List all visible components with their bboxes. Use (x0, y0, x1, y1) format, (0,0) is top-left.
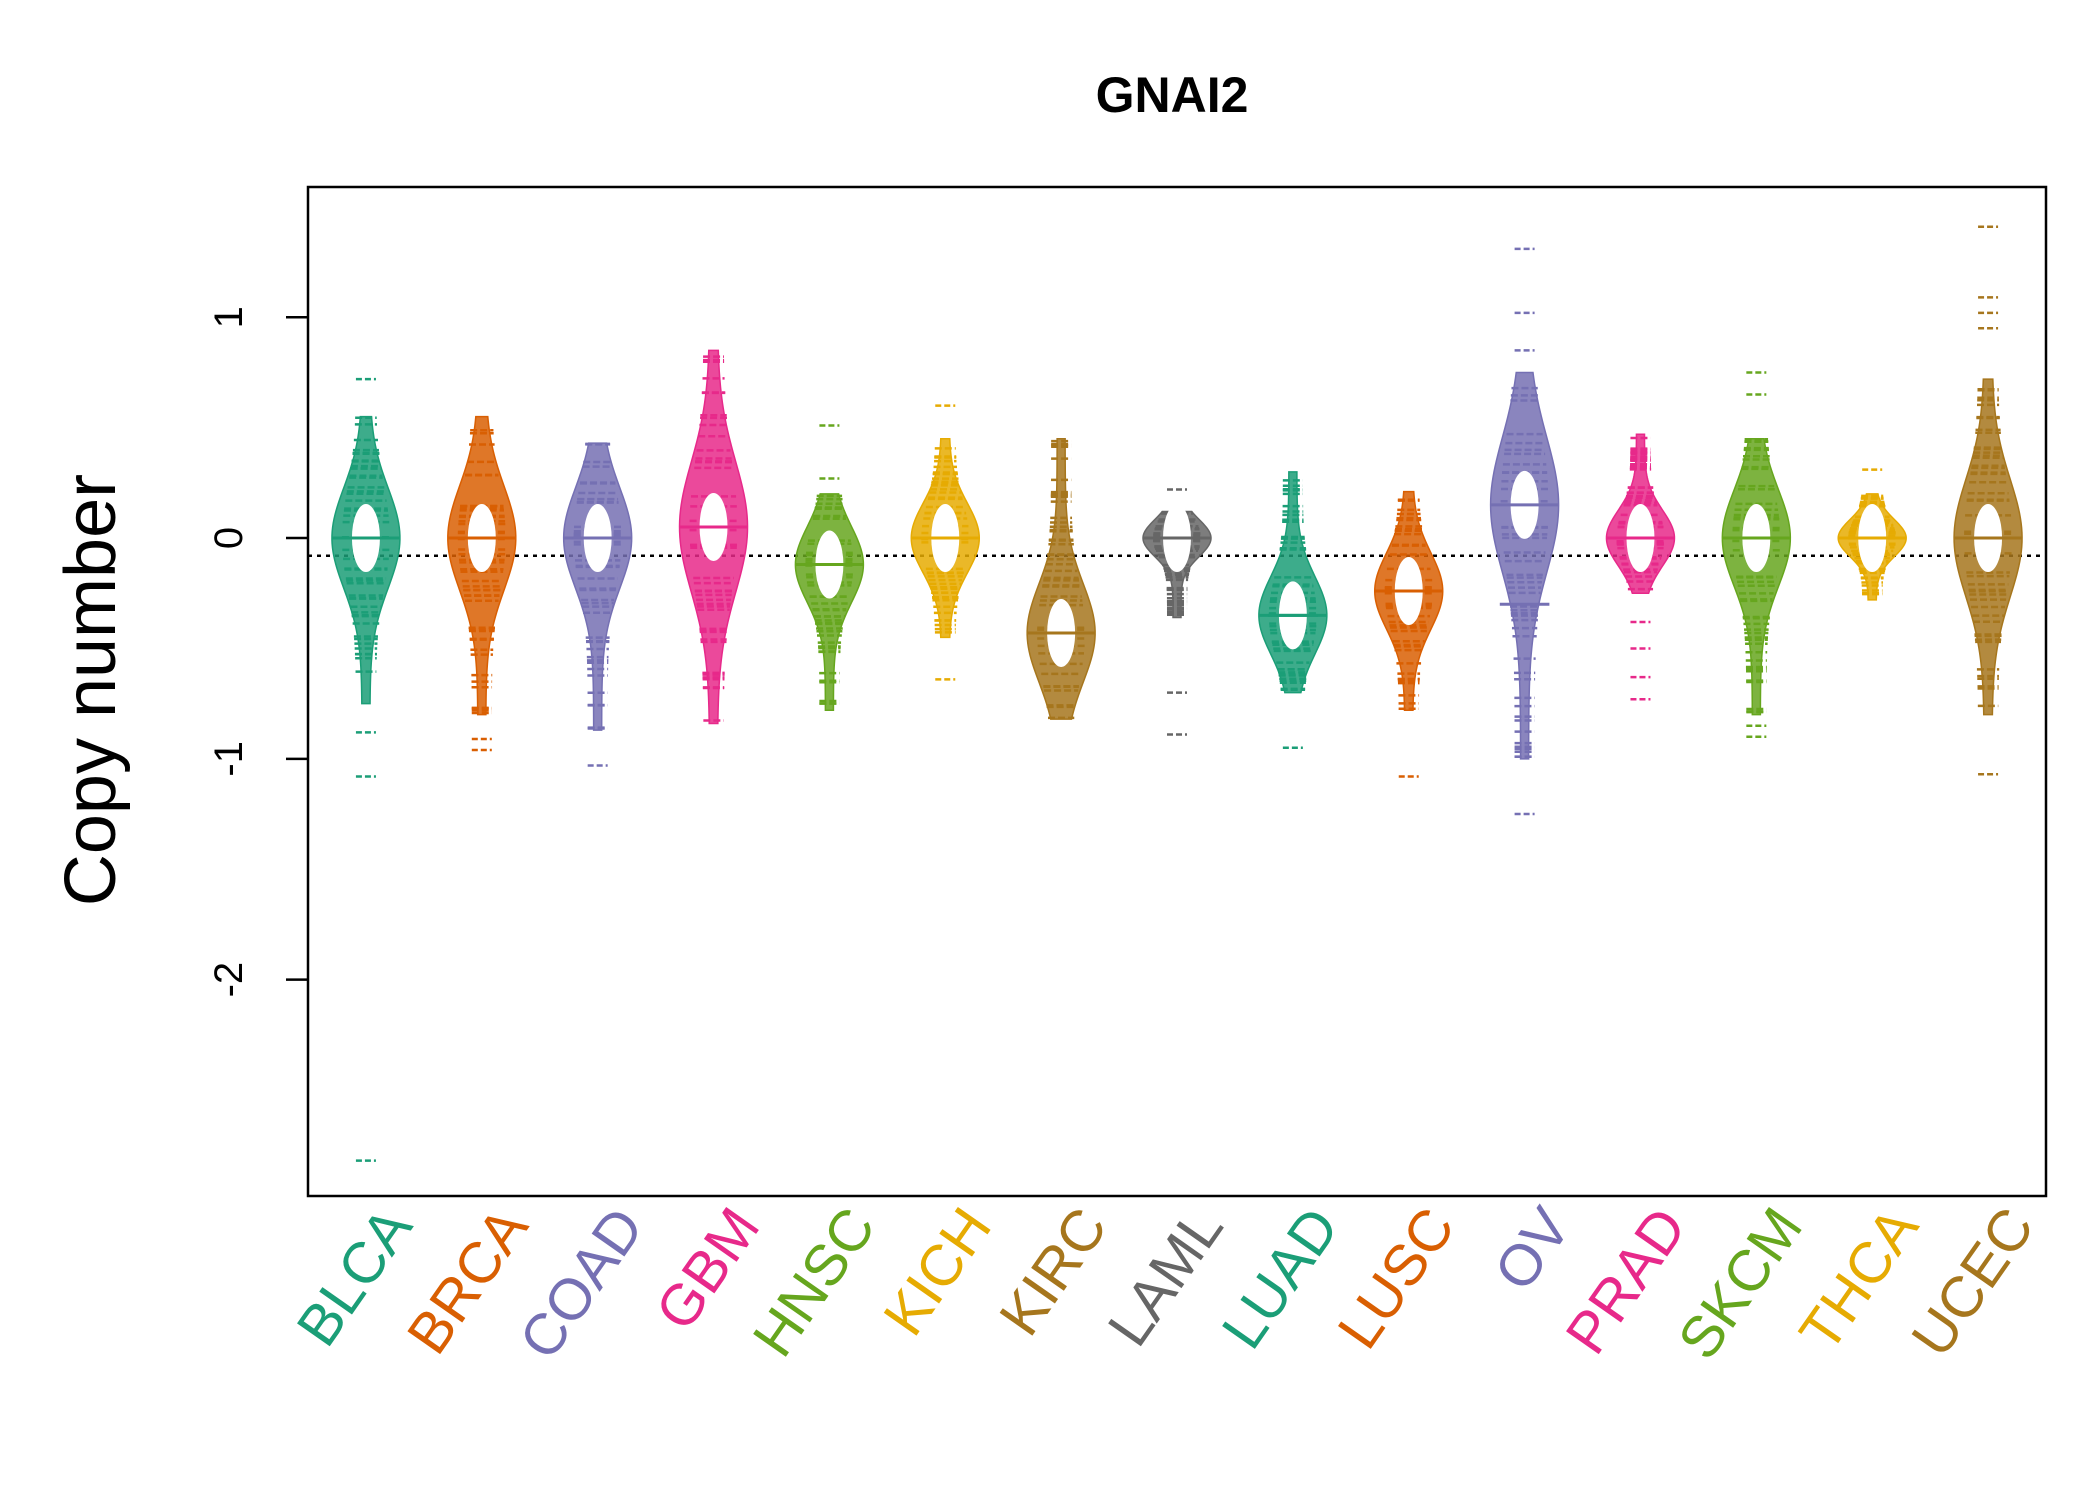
plot-frame (306, 185, 2048, 1198)
category-label-hnsc: HNSC (741, 1196, 889, 1368)
y-tick-label: -2 (207, 962, 251, 998)
y-tick-label: 0 (207, 527, 251, 549)
bean-prad (1605, 433, 1676, 701)
bean-skcm (1721, 371, 1792, 739)
bean-blca (331, 377, 401, 1162)
y-tick-label: 1 (207, 306, 251, 328)
bean-hnsc (794, 424, 865, 712)
bean-shape (1026, 437, 1096, 720)
bean-coad (562, 442, 633, 767)
chart-title: GNAI2 (1096, 67, 1249, 123)
bean-ucec (1953, 225, 2023, 776)
bean-kirc (1026, 437, 1096, 720)
bean-thca (1837, 468, 1907, 601)
plot-area (306, 185, 2048, 1198)
bean-luad (1258, 471, 1328, 750)
category-label-kich: KICH (871, 1196, 1004, 1347)
bean-brca (447, 415, 517, 752)
y-axis: 1 0 -1 -2 (207, 306, 308, 997)
category-label-laml: LAML (1095, 1196, 1235, 1357)
category-label-luad: LUAD (1210, 1196, 1352, 1360)
bean-kich (910, 404, 981, 681)
bean-shape (794, 493, 865, 712)
bean-shape (562, 442, 633, 731)
bean-laml (1142, 488, 1212, 736)
category-label-lusc: LUSC (1325, 1196, 1467, 1360)
category-label-ucec: UCEC (1899, 1196, 2047, 1368)
category-label-skcm: SKCM (1666, 1196, 1815, 1371)
y-axis-label: Copy number (51, 474, 131, 906)
bean-gbm (678, 349, 749, 725)
bean-ov (1489, 247, 1560, 816)
category-label-ov: OV (1482, 1196, 1583, 1302)
category-label-coad: COAD (507, 1196, 656, 1371)
bean-shape (1489, 371, 1560, 760)
y-tick-label: -1 (207, 741, 251, 777)
bean-lusc (1373, 490, 1444, 778)
